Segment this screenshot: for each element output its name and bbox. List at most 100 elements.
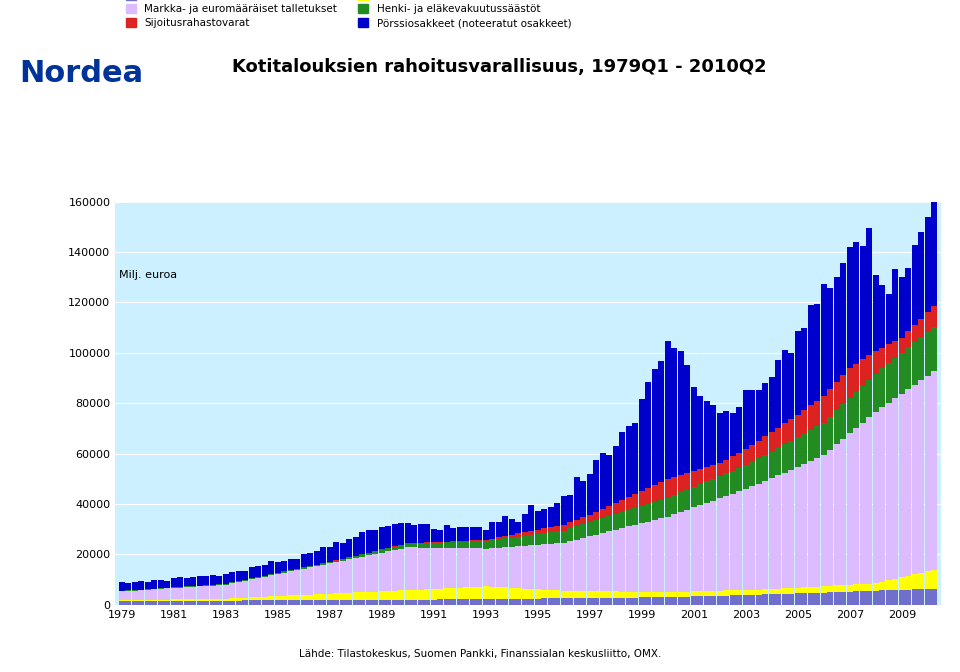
Bar xyxy=(554,543,561,590)
Bar xyxy=(262,565,268,575)
Bar xyxy=(294,600,300,605)
Bar xyxy=(372,591,378,600)
Bar xyxy=(931,327,937,371)
Bar xyxy=(619,528,625,591)
Bar xyxy=(892,358,899,398)
Bar xyxy=(652,369,658,485)
Bar xyxy=(347,559,352,593)
Bar xyxy=(431,548,437,589)
Bar xyxy=(255,600,261,605)
Bar xyxy=(379,552,385,591)
Bar xyxy=(717,464,723,476)
Bar xyxy=(905,389,911,576)
Bar xyxy=(619,500,625,512)
Bar xyxy=(216,599,222,601)
Bar xyxy=(204,585,209,586)
Bar xyxy=(873,276,878,351)
Bar xyxy=(541,528,547,533)
Bar xyxy=(697,396,704,469)
Bar xyxy=(912,325,918,342)
Bar xyxy=(788,353,794,419)
Bar xyxy=(516,546,521,588)
Bar xyxy=(509,588,515,599)
Bar xyxy=(223,573,228,584)
Bar xyxy=(580,538,587,591)
Bar xyxy=(717,499,723,591)
Bar xyxy=(125,600,132,601)
Bar xyxy=(476,541,482,548)
Bar xyxy=(300,600,306,605)
Bar xyxy=(340,560,346,593)
Bar xyxy=(314,566,320,594)
Bar xyxy=(535,589,540,599)
Bar xyxy=(736,453,742,468)
Bar xyxy=(743,489,749,590)
Bar xyxy=(633,597,638,605)
Bar xyxy=(807,461,814,587)
Bar xyxy=(548,590,554,598)
Bar xyxy=(788,588,794,593)
Bar xyxy=(788,419,794,441)
Bar xyxy=(347,539,352,557)
Bar xyxy=(509,535,515,538)
Bar xyxy=(736,491,742,590)
Bar xyxy=(567,541,573,591)
Bar xyxy=(483,530,489,540)
Bar xyxy=(587,474,592,515)
Bar xyxy=(691,591,697,597)
Bar xyxy=(879,347,885,368)
Bar xyxy=(405,544,411,547)
Bar xyxy=(359,554,365,556)
Bar xyxy=(541,533,547,544)
Bar xyxy=(307,566,313,567)
Bar xyxy=(424,589,430,599)
Bar xyxy=(340,600,346,605)
Bar xyxy=(554,526,561,532)
Bar xyxy=(483,599,489,605)
Bar xyxy=(807,593,814,605)
Bar xyxy=(659,592,664,597)
Bar xyxy=(255,577,261,578)
Bar xyxy=(723,496,730,591)
Bar xyxy=(652,502,658,520)
Bar xyxy=(866,591,873,605)
Bar xyxy=(171,587,177,588)
Bar xyxy=(580,598,587,605)
Bar xyxy=(457,548,463,587)
Bar xyxy=(717,413,723,464)
Bar xyxy=(411,526,418,543)
Bar xyxy=(593,460,599,512)
Bar xyxy=(919,337,924,380)
Bar xyxy=(736,595,742,605)
Bar xyxy=(138,601,144,605)
Bar xyxy=(314,565,320,566)
Bar xyxy=(138,600,144,601)
Bar xyxy=(457,587,463,599)
Bar xyxy=(307,595,313,600)
Bar xyxy=(892,341,899,358)
Bar xyxy=(457,528,463,541)
Bar xyxy=(860,360,866,386)
Bar xyxy=(638,399,645,491)
Bar xyxy=(490,587,495,599)
Bar xyxy=(229,573,235,583)
Bar xyxy=(347,593,352,600)
Bar xyxy=(730,595,735,605)
Bar xyxy=(678,475,684,493)
Bar xyxy=(321,547,326,563)
Bar xyxy=(659,518,664,592)
Bar xyxy=(931,570,937,589)
Bar xyxy=(138,581,144,589)
Bar xyxy=(469,599,476,605)
Bar xyxy=(437,589,444,599)
Bar xyxy=(834,411,840,444)
Bar xyxy=(834,444,840,585)
Bar xyxy=(671,348,677,477)
Text: Nordea: Nordea xyxy=(19,59,143,89)
Bar xyxy=(905,347,911,389)
Bar xyxy=(899,590,904,605)
Bar xyxy=(223,601,228,605)
Bar xyxy=(347,558,352,559)
Bar xyxy=(931,306,937,327)
Bar xyxy=(209,585,216,599)
